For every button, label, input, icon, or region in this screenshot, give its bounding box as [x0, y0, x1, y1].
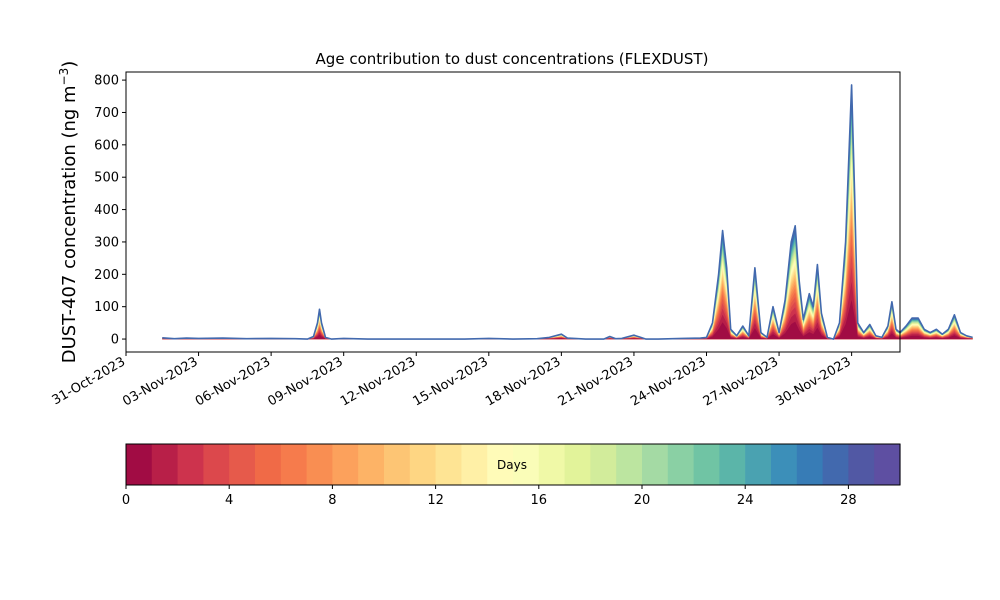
colorbar-swatch-20: [642, 444, 669, 485]
colorbar-swatch-11: [409, 444, 437, 485]
x-tick-label: 09-Nov-2023: [265, 354, 345, 409]
colorbar-tick-label: 24: [737, 493, 754, 508]
colorbar-swatch-21: [667, 444, 695, 485]
colorbar-swatch-1: [151, 444, 179, 485]
colorbar-label: Days: [497, 458, 527, 472]
x-tick-label: 24-Nov-2023: [628, 354, 708, 409]
chart-title: Age contribution to dust concentrations …: [316, 50, 709, 68]
age-layer-0: [162, 299, 973, 340]
y-tick-label: 300: [94, 235, 119, 250]
colorbar-frame: [125, 443, 901, 486]
x-tick-label: 27-Nov-2023: [701, 354, 781, 409]
y-tick-label: 0: [111, 333, 119, 348]
colorbar-swatch-18: [590, 444, 617, 485]
colorbar-tick-label: 8: [328, 493, 336, 508]
colorbar-swatch-26: [796, 444, 824, 485]
colorbar-swatch-19: [616, 444, 643, 485]
colorbar-swatch-15: [513, 444, 540, 485]
plot-area: [125, 71, 973, 353]
colorbar-swatch-23: [719, 444, 746, 485]
y-tick-label: 600: [94, 138, 119, 153]
colorbar-tick-label: 0: [122, 493, 130, 508]
colorbar-swatch-10: [384, 444, 411, 485]
y-axis: 0 100 200 300 400 500 600 700 800: [94, 74, 126, 348]
x-tick-label: 03-Nov-2023: [120, 354, 200, 409]
x-tick-label: 21-Nov-2023: [556, 354, 636, 409]
y-axis-label: DUST-407 concentration (ng m−3): [57, 61, 80, 364]
colorbar: [125, 443, 901, 486]
y-tick-label: 200: [94, 268, 119, 283]
total-line: [162, 84, 973, 340]
y-tick-label: 700: [94, 106, 119, 121]
colorbar-swatch-9: [358, 444, 385, 485]
x-axis: 31-Oct-202303-Nov-202306-Nov-202309-Nov-…: [50, 352, 854, 409]
colorbar-tick-label: 28: [840, 493, 857, 508]
colorbar-swatch-6: [280, 444, 308, 485]
x-tick-label: 06-Nov-2023: [193, 354, 273, 409]
colorbar-swatch-3: [203, 444, 230, 485]
y-tick-label: 500: [94, 171, 119, 186]
colorbar-tick-label: 4: [225, 493, 233, 508]
age-layer-1: [162, 281, 973, 340]
colorbar-swatch-12: [435, 444, 462, 485]
y-tick-label: 100: [94, 300, 119, 315]
colorbar-swatch-17: [564, 444, 591, 485]
x-tick-label: 12-Nov-2023: [338, 354, 418, 409]
colorbar-tick-label: 16: [531, 493, 548, 508]
colorbar-swatch-7: [306, 444, 333, 485]
y-tick-label: 800: [94, 74, 119, 89]
colorbar-swatch-16: [538, 444, 566, 485]
colorbar-swatch-27: [822, 444, 849, 485]
colorbar-swatch-25: [771, 444, 798, 485]
colorbar-swatch-0: [126, 444, 153, 485]
colorbar-ticks: 0 4 8 12 16 20 24 28: [122, 485, 857, 508]
x-tick-label: 18-Nov-2023: [483, 354, 563, 409]
colorbar-swatch-8: [332, 444, 359, 485]
y-tick-label: 400: [94, 203, 119, 218]
colorbar-tick-label: 12: [427, 493, 444, 508]
colorbar-swatch-5: [255, 444, 282, 485]
colorbar-swatch-14: [487, 444, 514, 485]
x-tick-label: 15-Nov-2023: [411, 354, 491, 409]
plot-frame: [125, 71, 901, 353]
colorbar-swatch-4: [229, 444, 256, 485]
colorbar-swatch-29: [874, 444, 901, 485]
colorbar-tick-label: 20: [634, 493, 651, 508]
x-tick-label: 30-Nov-2023: [773, 354, 853, 409]
colorbar-swatch-22: [693, 444, 720, 485]
colorbar-swatch-24: [745, 444, 772, 485]
svg-text:DUST-407 concentration (ng m−3: DUST-407 concentration (ng m−3): [57, 61, 80, 364]
colorbar-swatch-28: [848, 444, 875, 485]
colorbar-swatch-13: [461, 444, 488, 485]
colorbar-swatch-2: [177, 444, 204, 485]
